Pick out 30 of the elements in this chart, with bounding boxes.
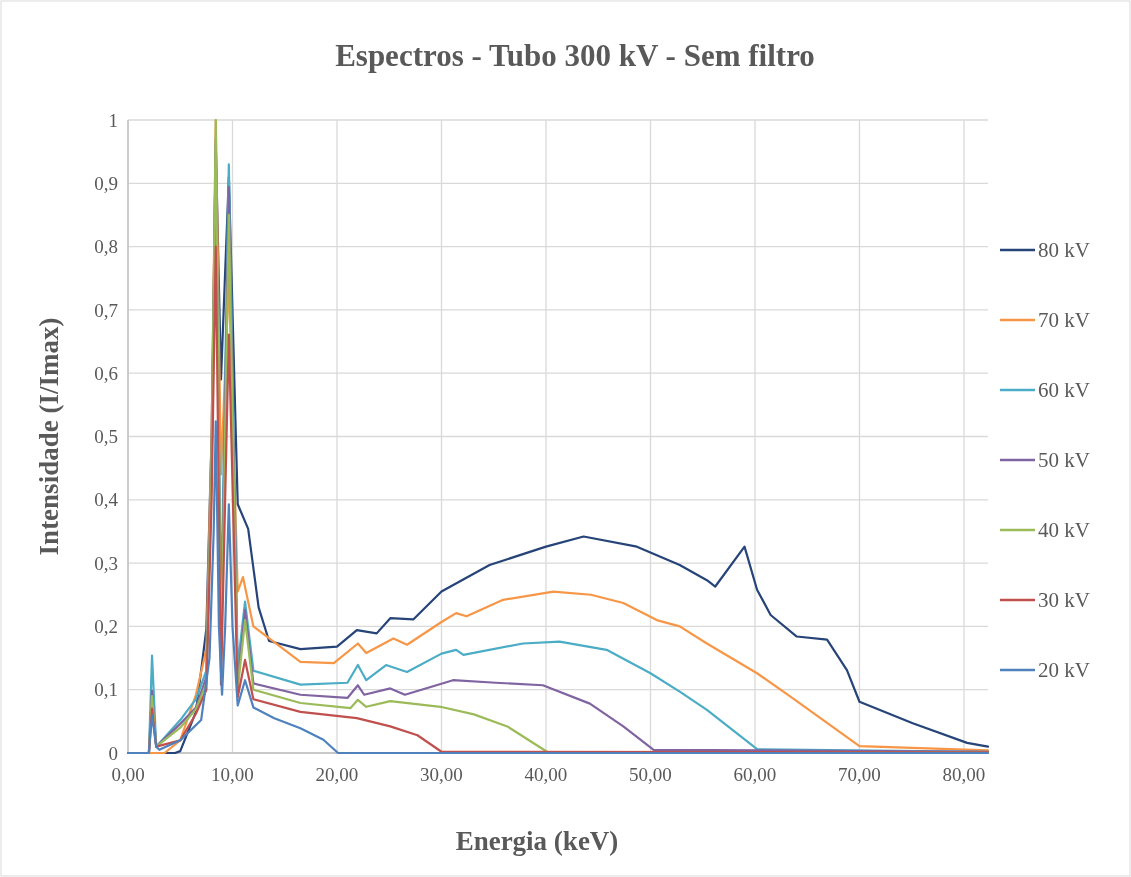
y-tick-label: 0,2 bbox=[94, 616, 118, 638]
y-tick-label: 0,9 bbox=[94, 172, 118, 194]
y-tick-label: 0,1 bbox=[94, 679, 118, 701]
y-tick-label: 0,7 bbox=[94, 299, 118, 321]
y-tick-label: 0,8 bbox=[94, 236, 118, 258]
legend-label: 40 kV bbox=[1038, 518, 1090, 543]
legend-label: 70 kV bbox=[1038, 308, 1090, 333]
y-axis-title: Intensidade (I/Imax) bbox=[34, 317, 64, 556]
y-tick-label: 0,5 bbox=[94, 426, 118, 448]
x-tick-label: 60,00 bbox=[733, 764, 777, 785]
y-tick-label: 0,6 bbox=[94, 362, 118, 384]
y-tick-label: 0,4 bbox=[94, 489, 119, 511]
x-tick-label: 20,00 bbox=[315, 764, 359, 785]
y-tick-label: 0,3 bbox=[94, 552, 118, 574]
x-tick-label: 0,00 bbox=[111, 764, 145, 785]
legend-label: 50 kV bbox=[1038, 448, 1090, 473]
x-tick-label: 30,00 bbox=[420, 764, 463, 785]
chart-title: Espectros - Tubo 300 kV - Sem filtro bbox=[335, 38, 815, 73]
x-tick-label: 50,00 bbox=[629, 764, 672, 785]
x-axis-title: Energia (keV) bbox=[455, 826, 619, 856]
y-tick-label: 0 bbox=[108, 742, 118, 764]
y-tick-label: 1 bbox=[108, 109, 118, 131]
x-tick-label: 70,00 bbox=[838, 764, 881, 785]
x-tick-label: 40,00 bbox=[524, 764, 568, 785]
legend-label: 60 kV bbox=[1038, 378, 1090, 403]
legend-label: 80 kV bbox=[1038, 238, 1090, 263]
legend-label: 20 kV bbox=[1038, 658, 1090, 683]
legend-label: 30 kV bbox=[1038, 588, 1090, 613]
x-tick-label: 80,00 bbox=[942, 764, 986, 785]
x-tick-label: 10,00 bbox=[211, 764, 254, 785]
